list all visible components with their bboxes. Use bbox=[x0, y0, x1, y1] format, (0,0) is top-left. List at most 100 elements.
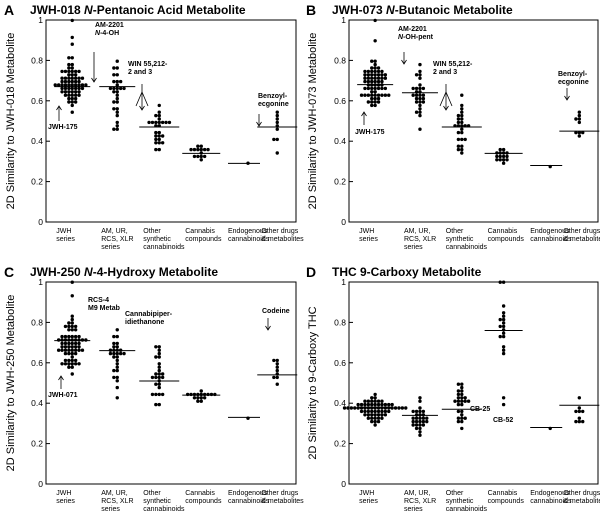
data-point bbox=[67, 100, 71, 104]
data-point bbox=[373, 62, 377, 67]
data-point bbox=[363, 413, 367, 417]
data-point bbox=[115, 90, 119, 94]
panel-b: B JWH-073 N-Butanoic Metabolite 2D Similar… bbox=[306, 2, 600, 251]
data-point bbox=[373, 93, 377, 97]
data-point bbox=[157, 351, 161, 356]
category-label: Other drugs& metabolites bbox=[563, 228, 600, 243]
data-point bbox=[363, 69, 367, 74]
data-point bbox=[77, 338, 81, 342]
annotation-arrow bbox=[445, 91, 453, 107]
data-point bbox=[112, 66, 116, 70]
data-point bbox=[60, 348, 64, 352]
panel-d: D THC 9-Carboxy Metabolite 2D Similarity t… bbox=[306, 264, 600, 513]
data-point bbox=[112, 90, 116, 94]
data-point bbox=[80, 86, 85, 91]
data-point bbox=[577, 406, 582, 410]
arrow-head bbox=[91, 77, 97, 83]
data-point bbox=[196, 144, 200, 148]
data-point bbox=[115, 120, 119, 125]
category-label: Endogenous cannabinoids bbox=[228, 490, 270, 505]
data-point bbox=[418, 110, 422, 114]
data-point bbox=[460, 399, 464, 403]
data-point bbox=[421, 416, 426, 420]
data-point bbox=[70, 294, 74, 298]
arrow-head bbox=[139, 105, 145, 111]
data-point bbox=[73, 324, 78, 329]
data-point bbox=[373, 419, 377, 424]
data-point bbox=[376, 419, 381, 424]
data-point bbox=[421, 86, 426, 91]
data-point bbox=[414, 110, 419, 114]
data-point bbox=[70, 42, 74, 46]
data-point bbox=[80, 338, 85, 342]
data-point bbox=[77, 83, 81, 87]
data-point bbox=[421, 413, 426, 417]
data-point bbox=[370, 59, 374, 63]
data-point bbox=[373, 86, 377, 91]
annotation-label: Cannabipiper-idiethanone bbox=[125, 311, 173, 326]
data-point bbox=[115, 66, 119, 70]
data-point bbox=[376, 96, 381, 101]
data-point bbox=[115, 124, 119, 128]
data-point bbox=[501, 280, 506, 284]
data-point bbox=[366, 402, 371, 407]
data-point bbox=[77, 334, 81, 339]
data-point bbox=[463, 396, 467, 400]
data-point bbox=[370, 93, 374, 97]
data-point bbox=[157, 382, 161, 386]
category-label: JWH series bbox=[359, 490, 378, 505]
data-point bbox=[70, 79, 74, 84]
y-tick-label: 0.8 bbox=[31, 55, 43, 65]
data-point bbox=[157, 368, 161, 373]
data-point bbox=[418, 113, 422, 118]
data-point bbox=[70, 355, 74, 359]
data-point bbox=[70, 66, 74, 70]
data-point bbox=[157, 134, 161, 138]
panel-title: JWH-018 N-Pentanoic Acid Metabolite bbox=[30, 3, 246, 17]
y-tick-label: 0.6 bbox=[31, 358, 43, 368]
data-point bbox=[70, 324, 74, 329]
data-point bbox=[73, 86, 78, 91]
data-point bbox=[363, 79, 367, 84]
data-point bbox=[112, 79, 116, 84]
data-point bbox=[73, 76, 78, 80]
data-point bbox=[154, 382, 158, 386]
data-point bbox=[199, 399, 203, 403]
data-point bbox=[383, 93, 388, 97]
data-point bbox=[112, 345, 116, 349]
data-point bbox=[60, 69, 64, 74]
data-point bbox=[60, 338, 64, 342]
data-point bbox=[70, 110, 74, 114]
data-point bbox=[460, 117, 464, 121]
y-tick-label: 0.8 bbox=[334, 317, 346, 327]
data-point bbox=[373, 66, 377, 70]
data-point bbox=[366, 409, 371, 414]
data-point bbox=[150, 375, 155, 380]
data-point bbox=[115, 341, 119, 346]
category-label: AM, UR, RCS, XLR series bbox=[404, 228, 436, 251]
data-point bbox=[77, 90, 81, 94]
data-point bbox=[414, 100, 419, 104]
data-point bbox=[160, 375, 165, 380]
data-point bbox=[67, 79, 71, 84]
y-tick-label: 0.2 bbox=[31, 439, 43, 449]
data-point bbox=[460, 130, 464, 135]
data-point bbox=[376, 69, 381, 74]
data-point bbox=[73, 351, 78, 356]
data-point bbox=[70, 362, 74, 366]
data-point bbox=[418, 406, 422, 410]
data-point bbox=[70, 93, 74, 97]
y-tick-label: 0 bbox=[341, 479, 346, 489]
data-point bbox=[380, 409, 384, 414]
data-point bbox=[366, 79, 371, 84]
data-point bbox=[77, 362, 81, 366]
annotation-label: JWH-175 bbox=[355, 129, 385, 136]
panel-label: C bbox=[4, 264, 14, 280]
data-point bbox=[73, 348, 78, 352]
data-point bbox=[108, 351, 113, 356]
category-label: Other synthetic cannabinoids bbox=[143, 490, 185, 513]
data-point bbox=[56, 338, 61, 342]
data-point bbox=[122, 86, 126, 91]
data-point bbox=[581, 409, 585, 414]
data-point bbox=[380, 86, 384, 91]
